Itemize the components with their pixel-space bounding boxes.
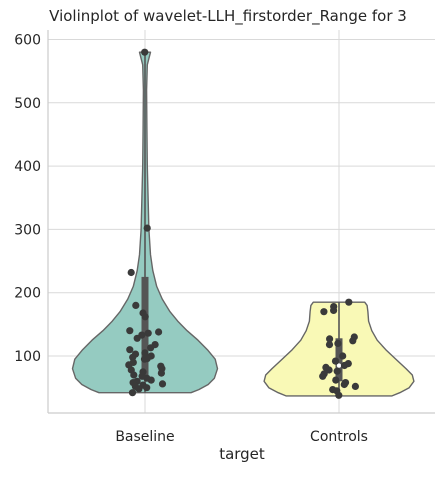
- point-baseline: [147, 344, 155, 352]
- point-baseline: [155, 328, 163, 336]
- point-baseline: [158, 380, 167, 388]
- point-baseline: [143, 224, 151, 232]
- point-baseline: [126, 327, 134, 335]
- point-baseline: [141, 48, 149, 56]
- point-controls: [320, 308, 328, 316]
- point-controls: [339, 352, 347, 360]
- point-controls: [335, 391, 343, 399]
- points-layer: [125, 48, 359, 399]
- point-controls: [349, 337, 357, 345]
- point-baseline: [141, 313, 149, 321]
- point-controls: [333, 367, 341, 375]
- point-baseline: [135, 385, 143, 393]
- labels-layer: Violinplot of wavelet-LLH_firstorder_Ran…: [49, 7, 407, 463]
- box-baseline: [141, 276, 149, 377]
- point-controls: [351, 382, 359, 390]
- point-baseline: [141, 349, 149, 357]
- point-baseline: [130, 371, 138, 379]
- point-baseline: [157, 369, 165, 377]
- point-controls: [325, 341, 334, 349]
- point-baseline: [144, 329, 152, 337]
- point-controls: [340, 361, 349, 370]
- point-baseline: [133, 334, 141, 342]
- point-controls: [319, 372, 327, 380]
- point-baseline: [128, 389, 137, 397]
- point-controls: [340, 380, 348, 389]
- median-controls: [336, 363, 342, 368]
- y-tick-label-600: 600: [14, 32, 41, 48]
- y-tick-label-500: 500: [14, 96, 41, 112]
- y-tick-label-400: 400: [14, 159, 41, 175]
- point-controls: [326, 335, 334, 343]
- axes-layer: 100 200 300 400 500 600 Baseline Controls: [14, 30, 435, 445]
- box-controls: [335, 338, 343, 382]
- point-baseline: [126, 346, 134, 354]
- x-axis-label: target: [219, 445, 265, 463]
- point-controls: [332, 376, 340, 384]
- point-baseline: [127, 268, 135, 277]
- point-controls: [331, 357, 340, 365]
- chart-title: Violinplot of wavelet-LLH_firstorder_Ran…: [49, 7, 407, 26]
- x-tick-label-baseline: Baseline: [115, 429, 174, 445]
- point-baseline: [143, 384, 151, 392]
- y-tick-label-300: 300: [14, 222, 41, 238]
- y-tick-label-100: 100: [14, 349, 41, 365]
- x-tick-label-controls: Controls: [310, 429, 368, 445]
- point-controls: [330, 306, 338, 314]
- point-baseline: [147, 376, 155, 384]
- violin-layer: [71, 51, 415, 397]
- point-controls: [345, 298, 353, 306]
- point-controls: [334, 339, 342, 347]
- point-controls: [325, 366, 333, 374]
- y-tick-label-200: 200: [14, 286, 41, 302]
- point-baseline: [132, 301, 140, 309]
- point-baseline: [140, 355, 149, 363]
